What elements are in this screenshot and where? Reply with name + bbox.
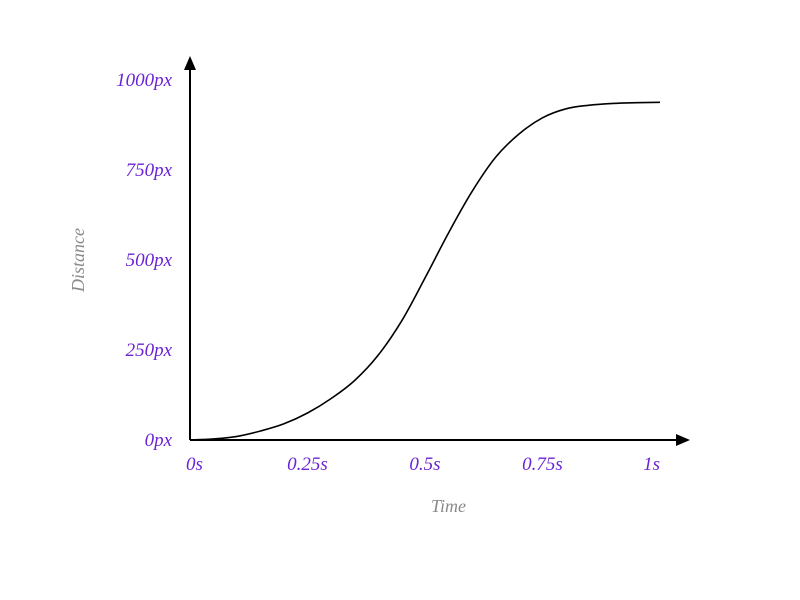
- y-tick-label: 0px: [145, 430, 173, 451]
- y-tick-label: 500px: [126, 250, 173, 271]
- y-tick-label: 1000px: [116, 70, 173, 91]
- y-tick-label: 250px: [126, 340, 173, 361]
- x-tick-label: 0.25s: [287, 454, 328, 475]
- y-tick-label: 750px: [126, 160, 173, 181]
- easing-curve: [190, 102, 660, 440]
- x-tick-label: 0.75s: [522, 454, 563, 475]
- x-tick-label: 0s: [186, 454, 203, 475]
- x-axis-title: Time: [431, 496, 466, 516]
- distance-time-chart: 0s 0.25s 0.5s 0.75s 1s 0px 250px 500px 750px 100…: [0, 0, 800, 600]
- x-tick-label: 0.5s: [409, 454, 440, 475]
- y-axis-title: Distance: [68, 228, 88, 293]
- x-tick-label: 1s: [643, 454, 660, 475]
